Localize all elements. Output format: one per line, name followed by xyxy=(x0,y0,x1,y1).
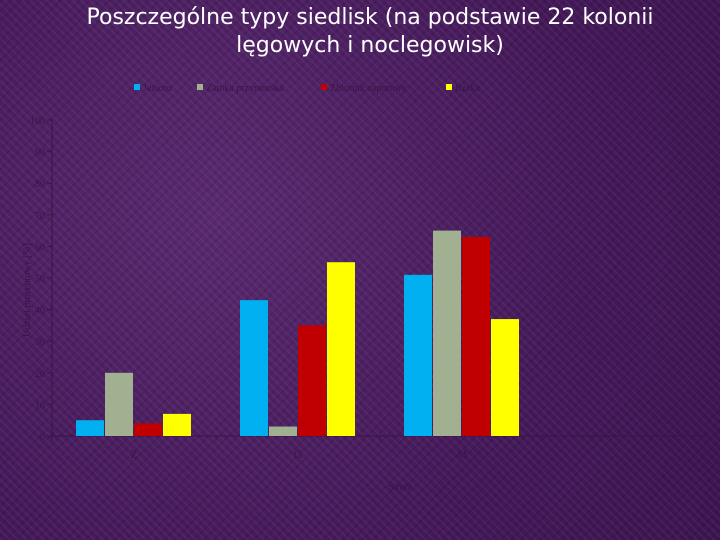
y-axis-title: Udział procentowy [%] xyxy=(22,243,33,337)
y-tick-label: 70 xyxy=(35,211,45,222)
y-tick-label: 100 xyxy=(30,116,45,127)
legend-swatch xyxy=(134,84,140,90)
bar-zatoka-przymorska xyxy=(269,426,297,436)
y-tick-label: 40 xyxy=(35,306,45,317)
bar-zatoka-przymorska xyxy=(433,230,461,436)
bar-zatoka-przymorska xyxy=(105,372,133,436)
legend-label: Rzeka xyxy=(455,83,481,94)
legend-swatch xyxy=(321,84,327,90)
bar-rzeka xyxy=(163,413,191,436)
bar-zbiornik-zaporowy xyxy=(462,236,490,436)
chart-title: Poszczególne typy siedlisk (na podstawie… xyxy=(40,4,700,60)
y-tick-label: 20 xyxy=(35,369,45,380)
legend-swatch xyxy=(197,84,203,90)
legend-label: Jezioro xyxy=(143,83,172,94)
x-tick-label: Z xyxy=(130,447,137,461)
y-tick-label: 80 xyxy=(35,179,45,190)
bar-jezioro xyxy=(404,274,432,436)
y-tick-label: 90 xyxy=(35,148,45,159)
x-tick-label: G xyxy=(294,447,303,461)
bar-zbiornik-zaporowy xyxy=(134,423,162,436)
chart-title-line-1: Poszczególne typy siedlisk (na podstawie… xyxy=(86,5,654,30)
y-tick-label: 60 xyxy=(35,242,45,253)
bar-rzeka xyxy=(327,262,355,436)
y-tick-label: 10 xyxy=(35,400,45,411)
bar-zbiornik-zaporowy xyxy=(298,325,326,436)
legend-label: Zatoka przymorska xyxy=(206,83,284,94)
y-tick-label: 0 xyxy=(40,432,45,443)
y-tick-label: 30 xyxy=(35,337,45,348)
bar-jezioro xyxy=(240,300,268,436)
legend-swatch xyxy=(446,84,452,90)
x-axis-title: Strefa xyxy=(388,482,412,493)
bar-rzeka xyxy=(491,319,519,436)
y-tick-label: 50 xyxy=(35,274,45,285)
chart-title-line-2: lęgowych i noclegowisk) xyxy=(236,33,504,58)
bar-jezioro xyxy=(76,420,104,436)
x-tick-label: M xyxy=(457,447,468,461)
legend-label: Zbiornik zaporowy xyxy=(330,83,407,94)
